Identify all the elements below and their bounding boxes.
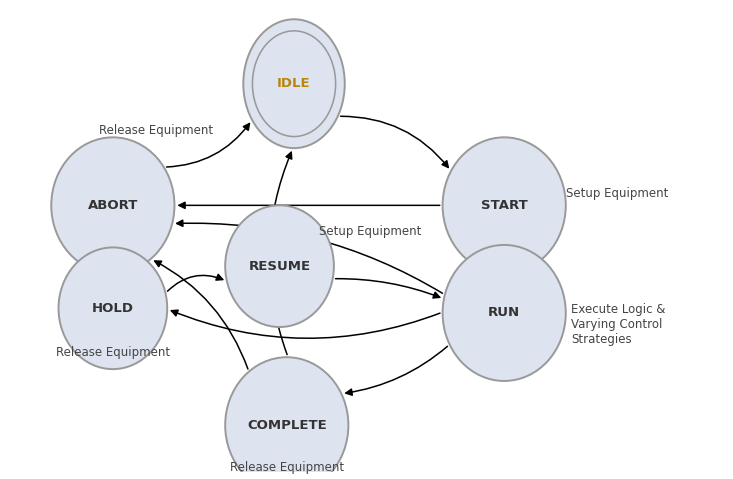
- Text: Setup Equipment: Setup Equipment: [320, 225, 421, 238]
- Ellipse shape: [443, 137, 566, 274]
- FancyArrowPatch shape: [346, 346, 447, 395]
- FancyArrowPatch shape: [177, 220, 443, 293]
- FancyArrowPatch shape: [501, 250, 507, 271]
- Ellipse shape: [443, 245, 566, 381]
- Text: Setup Equipment: Setup Equipment: [566, 187, 668, 200]
- FancyArrowPatch shape: [336, 279, 440, 298]
- Text: Release Equipment: Release Equipment: [229, 461, 344, 474]
- FancyArrowPatch shape: [270, 152, 292, 354]
- Text: COMPLETE: COMPLETE: [247, 419, 327, 432]
- Text: HOLD: HOLD: [92, 302, 134, 315]
- Text: RUN: RUN: [488, 307, 520, 319]
- FancyArrowPatch shape: [106, 250, 111, 269]
- FancyArrowPatch shape: [167, 274, 223, 291]
- Text: RESUME: RESUME: [248, 260, 311, 273]
- FancyArrowPatch shape: [341, 116, 449, 168]
- FancyArrowPatch shape: [155, 261, 248, 369]
- FancyArrowPatch shape: [166, 124, 249, 167]
- Text: START: START: [481, 199, 528, 212]
- Ellipse shape: [51, 137, 174, 274]
- Ellipse shape: [59, 248, 167, 369]
- Text: IDLE: IDLE: [277, 77, 311, 90]
- Ellipse shape: [243, 19, 345, 148]
- Text: Execute Logic &
Varying Control
Strategies: Execute Logic & Varying Control Strategi…: [571, 303, 666, 346]
- Text: ABORT: ABORT: [88, 199, 138, 212]
- Text: Release Equipment: Release Equipment: [56, 346, 170, 359]
- Text: Release Equipment: Release Equipment: [99, 124, 213, 137]
- Ellipse shape: [225, 205, 334, 327]
- FancyArrowPatch shape: [179, 202, 440, 208]
- Ellipse shape: [225, 357, 348, 479]
- FancyArrowPatch shape: [172, 310, 440, 338]
